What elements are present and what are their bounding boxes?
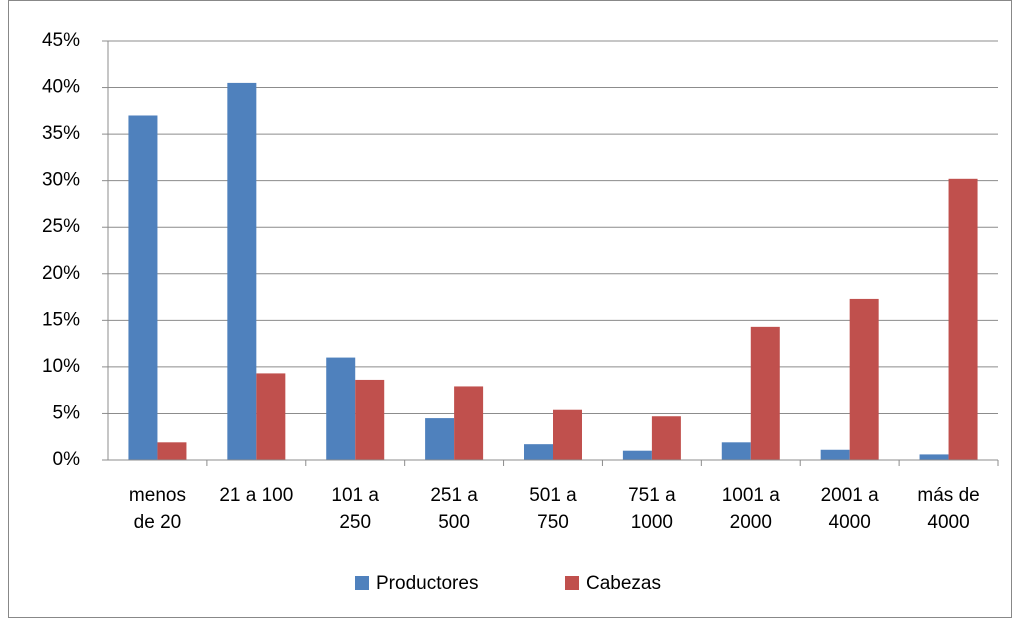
bar [721, 442, 751, 460]
bar [128, 115, 158, 460]
x-tick-label: 2001 a 4000 [820, 485, 879, 533]
bar [651, 416, 681, 460]
y-tick-label: 25% [42, 216, 80, 237]
legend-label: Productores [376, 573, 478, 594]
x-tick-label: 101 a 250 [331, 485, 379, 533]
chart-border [8, 0, 1012, 618]
y-tick-label: 10% [42, 356, 80, 377]
bar [326, 357, 356, 460]
bar [524, 444, 553, 460]
legend-label: Cabezas [586, 573, 661, 594]
y-tick-label: 5% [53, 402, 81, 423]
legend-swatch [565, 576, 579, 590]
x-tick-label: menos de 20 [128, 485, 186, 533]
y-tick-label: 40% [42, 77, 80, 98]
x-tick-label: 751 a 1000 [628, 485, 676, 533]
x-tick-label: 251 a 500 [430, 485, 478, 533]
y-tick-label: 45% [42, 30, 80, 51]
bar [454, 386, 484, 460]
bar [256, 373, 286, 460]
y-tick-label: 15% [42, 309, 80, 330]
x-tick-label: 21 a 100 [219, 485, 294, 506]
y-tick-label: 20% [42, 263, 80, 284]
bar [820, 449, 850, 460]
x-tick-label: más de 4000 [917, 485, 980, 533]
y-tick-label: 30% [42, 170, 80, 191]
bar [919, 454, 949, 460]
bar [157, 442, 187, 460]
y-tick-label: 0% [53, 449, 81, 470]
legend-swatch [355, 576, 369, 590]
x-tick-label: 1001 a 2000 [721, 485, 780, 533]
bar [553, 409, 582, 460]
y-tick-label: 35% [42, 123, 80, 144]
bar [948, 178, 978, 460]
bar [750, 326, 780, 460]
bar [425, 418, 455, 460]
x-tick-label: 501 a 750 [529, 485, 577, 533]
bar [227, 82, 257, 461]
bar [355, 379, 385, 460]
bar [849, 298, 879, 460]
bar [622, 450, 652, 460]
